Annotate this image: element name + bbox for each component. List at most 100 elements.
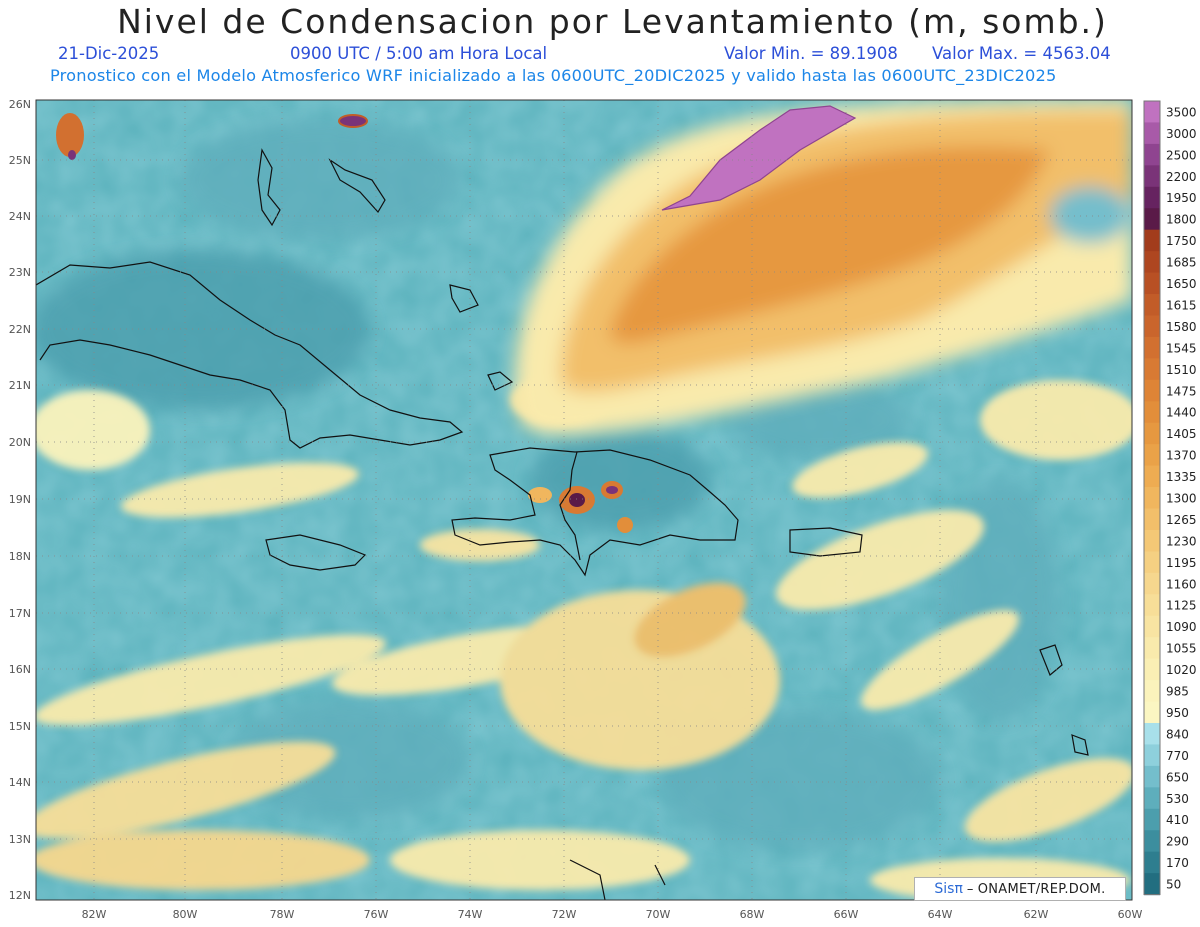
yellow-streak	[964, 758, 1132, 842]
colorbar-swatch	[1144, 315, 1160, 338]
colorbar-label: 1335	[1166, 470, 1197, 484]
lon-tick: 64W	[928, 908, 953, 921]
airmass-inner	[610, 146, 1050, 344]
lon-tick: 76W	[364, 908, 389, 921]
lat-tick: 16N	[9, 663, 31, 676]
colorbar-swatch	[1144, 401, 1160, 424]
colorbar-label: 1160	[1166, 577, 1197, 591]
lon-tick: 66W	[834, 908, 859, 921]
colorbar-swatch	[1144, 336, 1160, 359]
venezuela-coast	[569, 859, 606, 900]
colorbar-swatch	[1144, 358, 1160, 381]
colorbar-swatch	[1144, 508, 1160, 531]
lon-tick: 82W	[82, 908, 107, 921]
forecast-info-label: Pronostico con el Modelo Atmosferico WRF…	[50, 66, 1057, 85]
high-lcl-spot-bahamas	[338, 114, 368, 128]
lat-tick: 17N	[9, 607, 31, 620]
colorbar-label: 3000	[1166, 127, 1197, 141]
colorbar-swatch	[1144, 765, 1160, 788]
colorbar-label: 1545	[1166, 341, 1197, 355]
lon-tick: 60W	[1118, 908, 1143, 921]
colorbar-swatch	[1144, 186, 1160, 209]
colorbar-swatch	[1144, 658, 1160, 681]
colorbar-label: 770	[1166, 749, 1189, 763]
map-frame	[35, 99, 1133, 901]
lat-tick-labels: 26N 25N 24N 23N 22N 21N 20N 19N 18N 17N …	[9, 98, 31, 902]
yellow-streak	[36, 830, 370, 890]
colorbar-label: 1020	[1166, 663, 1197, 677]
lon-tick: 72W	[552, 908, 577, 921]
colorbar-swatch	[1144, 465, 1160, 488]
colorbar-swatch	[1144, 272, 1160, 295]
colorbar-label: 2500	[1166, 148, 1197, 162]
colorbar-swatch	[1144, 873, 1160, 896]
yellow-streak	[390, 830, 690, 890]
time-label: 0900 UTC / 5:00 am Hora Local	[290, 44, 548, 63]
yellow-streak	[36, 390, 150, 470]
colorbar-label: 50	[1166, 878, 1181, 892]
sispi-logo: Sisπ	[934, 881, 963, 897]
lon-tick: 62W	[1024, 908, 1049, 921]
yellow-streak	[775, 510, 985, 610]
colorbar-label: 950	[1166, 706, 1189, 720]
colorbar-frame	[1143, 100, 1161, 896]
colorbar-swatch	[1144, 529, 1160, 553]
colorbar-label: 2200	[1166, 170, 1197, 184]
lat-tick: 19N	[9, 493, 31, 506]
min-value-label: Valor Min. = 89.1908	[724, 44, 898, 63]
credit-box: Sisπ – ONAMET/REP.DOM.	[914, 877, 1126, 901]
colorbar-label: 170	[1166, 856, 1189, 870]
high-lcl-spot-cordillera	[617, 517, 633, 533]
colorbar-swatch	[1144, 251, 1160, 274]
lon-tick: 68W	[740, 908, 765, 921]
yellow-streak	[980, 380, 1132, 460]
orange-streak	[634, 582, 746, 658]
colorbar-swatch	[1144, 680, 1160, 703]
colorbar-swatch	[1144, 379, 1160, 402]
colorbar-swatch	[1144, 744, 1160, 767]
yellow-streak	[792, 442, 928, 498]
map-field	[36, 100, 1132, 900]
lat-tick: 12N	[9, 889, 31, 902]
lat-tick: 21N	[9, 379, 31, 392]
colorbar-label: 1055	[1166, 642, 1197, 656]
high-lcl-core-east	[606, 486, 618, 494]
hispaniola-coast	[451, 447, 739, 577]
colorbar-swatch	[1144, 444, 1160, 467]
airmass-hole	[1050, 187, 1130, 243]
graticule	[36, 100, 1132, 900]
colorbar-label: 650	[1166, 770, 1189, 784]
cuba-coast	[36, 261, 464, 449]
colorbar-swatch	[1144, 830, 1160, 853]
lat-tick: 20N	[9, 436, 31, 449]
lat-tick: 13N	[9, 833, 31, 846]
credit-dash: –	[966, 881, 974, 897]
colorbar-swatch	[1144, 808, 1160, 831]
colorbar-swatch	[1144, 572, 1160, 595]
lon-tick: 78W	[270, 908, 295, 921]
colorbar-label: 1370	[1166, 449, 1197, 463]
colorbar-swatch	[1144, 637, 1160, 660]
lat-tick: 15N	[9, 720, 31, 733]
teal-region-cuba	[36, 250, 370, 410]
lat-tick: 14N	[9, 776, 31, 789]
lat-tick: 26N	[9, 98, 31, 111]
yellow-streak	[861, 610, 1019, 710]
colorbar-swatch	[1144, 122, 1160, 145]
high-lcl-core-west	[569, 493, 585, 507]
colorbar-swatch	[1144, 165, 1160, 188]
colorbar-label: 1230	[1166, 534, 1197, 548]
lat-tick: 22N	[9, 323, 31, 336]
colorbar-label: 530	[1166, 792, 1189, 806]
colorbar-label: 1615	[1166, 298, 1197, 312]
colorbar-label: 1750	[1166, 234, 1197, 248]
martinique-coast	[1071, 734, 1089, 756]
colorbar-swatch	[1144, 487, 1160, 510]
puerto-rico-coast	[789, 527, 863, 557]
guadeloupe-coast	[1039, 644, 1063, 676]
colorbar-swatch	[1144, 615, 1160, 638]
lon-tick-labels: 82W 80W 78W 76W 74W 72W 70W 68W 66W 64W …	[82, 908, 1143, 921]
colorbar-swatch	[1144, 722, 1160, 746]
yellow-streak	[121, 462, 359, 518]
